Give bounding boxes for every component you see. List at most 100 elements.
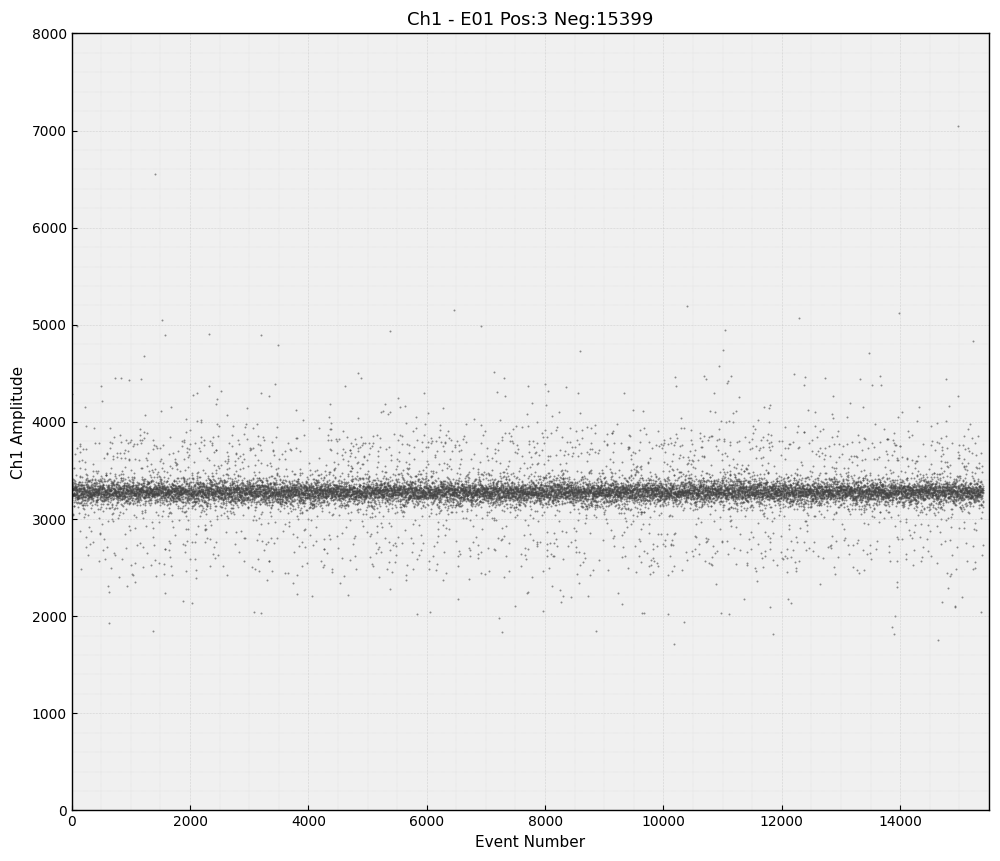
Point xyxy=(299,492,315,505)
Point xyxy=(399,486,415,500)
Point xyxy=(104,497,120,511)
Point xyxy=(272,473,288,486)
Point xyxy=(550,478,566,492)
Point xyxy=(697,487,713,501)
Point xyxy=(433,492,449,505)
Point xyxy=(539,475,555,489)
Point xyxy=(545,483,561,497)
Point xyxy=(709,483,725,497)
Point xyxy=(702,479,718,492)
Point xyxy=(811,481,827,495)
Point xyxy=(952,485,968,499)
Point xyxy=(844,455,860,469)
Point xyxy=(677,473,693,486)
Point xyxy=(250,453,266,467)
Point xyxy=(470,486,486,500)
Point xyxy=(665,478,681,492)
Point xyxy=(619,474,635,488)
Point xyxy=(386,485,402,499)
Point xyxy=(905,483,921,497)
Point xyxy=(924,488,940,502)
Point xyxy=(274,490,290,504)
Point xyxy=(769,487,785,501)
Point xyxy=(172,487,188,501)
Point xyxy=(442,486,458,500)
Point xyxy=(98,486,114,500)
Point xyxy=(260,477,276,491)
Point xyxy=(766,485,782,499)
Point xyxy=(158,487,174,501)
Point xyxy=(391,478,407,492)
Point xyxy=(363,486,379,500)
Point xyxy=(894,481,910,495)
Point xyxy=(449,480,465,494)
Point xyxy=(760,486,776,499)
Point xyxy=(387,486,403,499)
Point xyxy=(348,492,364,505)
Point xyxy=(481,505,497,519)
Point xyxy=(391,486,407,499)
Point xyxy=(121,480,137,493)
Point xyxy=(717,481,733,495)
Point xyxy=(211,485,227,499)
Point xyxy=(354,481,370,495)
Point xyxy=(252,482,268,496)
Point xyxy=(182,481,198,495)
Point xyxy=(949,486,965,499)
Point xyxy=(798,482,814,496)
Point xyxy=(760,492,776,505)
Point xyxy=(120,480,136,493)
Point xyxy=(332,482,348,496)
Point xyxy=(417,500,433,514)
Point xyxy=(694,492,710,506)
Point xyxy=(879,447,895,461)
Point xyxy=(903,497,919,511)
Point xyxy=(542,487,558,501)
Point xyxy=(830,484,846,498)
Point xyxy=(87,487,103,501)
Point xyxy=(414,484,430,498)
Point xyxy=(827,486,843,499)
Point xyxy=(353,484,369,498)
Point xyxy=(403,489,419,503)
Point xyxy=(135,498,151,511)
Point xyxy=(357,480,373,494)
Point xyxy=(270,495,286,509)
Point xyxy=(257,485,273,499)
Point xyxy=(123,490,139,504)
Point xyxy=(728,483,744,497)
Point xyxy=(760,483,776,497)
Point xyxy=(974,492,990,505)
Point xyxy=(578,487,594,501)
Point xyxy=(632,436,648,449)
Point xyxy=(665,479,681,492)
Point xyxy=(313,480,329,493)
Point xyxy=(326,498,342,511)
Point xyxy=(569,490,585,504)
Point xyxy=(969,488,985,502)
Point xyxy=(636,481,652,495)
Point xyxy=(760,488,776,502)
Point xyxy=(395,471,411,485)
Point xyxy=(69,486,85,499)
Point xyxy=(931,479,947,492)
Point xyxy=(763,480,779,493)
Point xyxy=(503,482,519,496)
Point xyxy=(753,490,769,504)
Point xyxy=(308,476,324,490)
Point xyxy=(720,374,736,387)
Point xyxy=(670,489,686,503)
Point xyxy=(96,451,112,465)
Point xyxy=(659,474,675,488)
Point xyxy=(840,461,856,475)
Point xyxy=(755,481,771,495)
Point xyxy=(257,486,273,500)
Point xyxy=(710,484,726,498)
Point xyxy=(345,492,361,505)
Point xyxy=(687,490,703,504)
Point xyxy=(960,441,976,455)
Point xyxy=(157,542,173,556)
Point xyxy=(728,487,744,501)
Point xyxy=(802,484,818,498)
Point xyxy=(580,489,596,503)
